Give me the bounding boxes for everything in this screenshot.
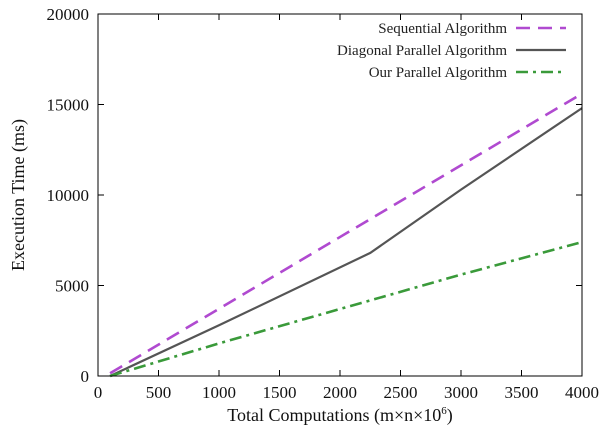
y-axis: 0 5000 10000 15000 20000 — [47, 5, 582, 386]
x-tick-label: 1000 — [202, 383, 236, 402]
x-tick-label: 1500 — [263, 383, 297, 402]
y-tick-label: 15000 — [47, 96, 90, 115]
y-axis-title: Execution Time (ms) — [8, 119, 29, 271]
legend-label: Our Parallel Algorithm — [369, 65, 508, 81]
series-line-3 — [109, 240, 583, 378]
plot-frame — [97, 13, 583, 377]
x-tick-label: 3500 — [505, 383, 539, 402]
x-tick-label: 500 — [146, 383, 172, 402]
x-axis-title-exponent: 6 — [441, 405, 447, 417]
legend-label: Diagonal Parallel Algorithm — [337, 43, 507, 59]
y-tick-label: 10000 — [47, 186, 90, 205]
y-tick-label: 0 — [81, 367, 90, 386]
series-line-1 — [109, 92, 583, 375]
y-tick-label: 20000 — [47, 5, 90, 24]
x-tick-label: 3000 — [444, 383, 478, 402]
x-tick-label: 4000 — [565, 383, 599, 402]
legend-label: Sequential Algorithm — [378, 21, 507, 37]
x-axis-title: Total Computations (m×n×106) — [227, 405, 453, 426]
x-tick-label: 2000 — [323, 383, 357, 402]
plot-area — [109, 92, 583, 378]
legend: Sequential Algorithm Diagonal Parallel Al… — [337, 21, 566, 81]
x-tick-label: 2500 — [384, 383, 418, 402]
series-line-2 — [109, 107, 583, 377]
x-axis-title-suffix: ) — [447, 405, 453, 426]
y-tick-label: 5000 — [55, 277, 89, 296]
x-axis: 0 500 1000 1500 2000 2500 3000 3500 4000 — [94, 14, 599, 402]
x-tick-label: 0 — [94, 383, 103, 402]
